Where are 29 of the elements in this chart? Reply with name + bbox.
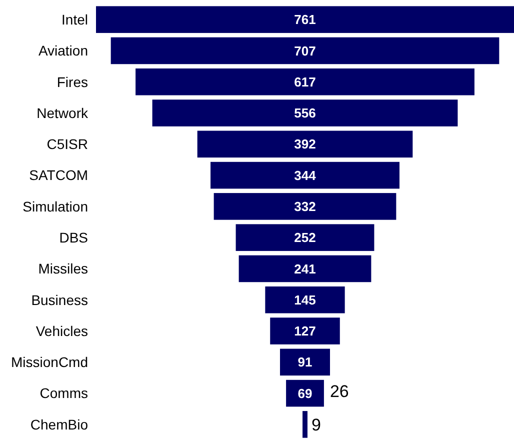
data-label: 91: [298, 354, 312, 370]
category-label: Missiles: [38, 260, 88, 277]
data-label: 761: [294, 12, 316, 28]
category-label: C5ISR: [46, 136, 88, 152]
category-label: Aviation: [38, 42, 88, 59]
category-label: Business: [31, 292, 88, 308]
text: 26: [330, 382, 349, 402]
category-label: Comms: [40, 385, 88, 402]
category-label: MissionCmd: [10, 354, 88, 370]
data-label: 392: [294, 136, 316, 152]
data-label: 332: [294, 198, 316, 214]
data-label: 556: [294, 106, 316, 121]
category-label: SATCOM: [29, 167, 88, 184]
data-label: 252: [294, 230, 316, 246]
data-label: 707: [294, 43, 316, 58]
category-label: Vehicles: [36, 322, 88, 339]
category-label: Intel: [62, 11, 88, 28]
data-label: 69: [298, 386, 312, 401]
data-label: 344: [294, 168, 317, 183]
data-label: 145: [294, 292, 316, 308]
data-label: 241: [294, 261, 316, 276]
category-label: Simulation: [22, 198, 88, 214]
category-label: Network: [36, 104, 89, 121]
category-label: ChemBio: [30, 416, 88, 432]
data-label: 617: [294, 74, 316, 90]
category-label: Fires: [56, 74, 88, 90]
data-label: 9: [311, 415, 321, 434]
data-label: 127: [294, 324, 316, 339]
category-label: DBS: [59, 229, 88, 246]
